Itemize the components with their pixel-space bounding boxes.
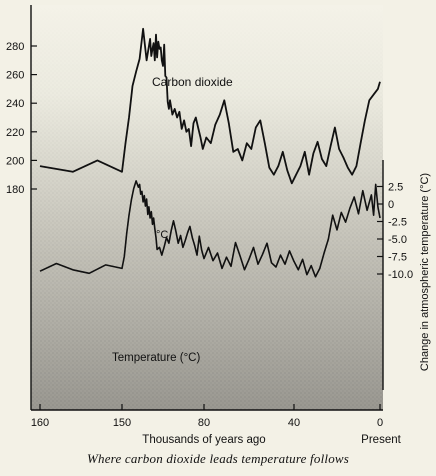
co2-line <box>39 27 381 185</box>
plot-stipple <box>31 5 383 410</box>
right-tick-label: -7.5 <box>388 252 407 264</box>
left-tick-label: 180 <box>6 184 24 196</box>
chart-caption: Where carbon dioxide leads temperature f… <box>86 451 350 466</box>
annotations: Carbon dioxide °C Temperature (°C) <box>112 75 233 364</box>
left-tick-label: 220 <box>6 127 24 139</box>
x-tick-label: 40 <box>288 417 300 429</box>
x-axis-present-label: Present <box>361 434 401 446</box>
left-tick-label: 200 <box>6 155 24 167</box>
series-lines <box>39 27 381 278</box>
right-axis-title: Change in atmospheric temperature (°C) <box>419 173 431 371</box>
degree-c-label: °C <box>156 229 168 241</box>
right-tick-label: -2.5 <box>388 217 407 229</box>
x-tick-label: 150 <box>113 417 131 429</box>
right-tick-label: -5.0 <box>388 234 407 246</box>
co2-line-label: Carbon dioxide <box>152 75 233 89</box>
right-tick-label: 0 <box>388 199 394 211</box>
x-axis-title: Thousands of years ago <box>142 434 265 446</box>
right-tick-label: -10.0 <box>388 269 413 281</box>
temperature-line-label: Temperature (°C) <box>112 352 200 364</box>
x-tick-label: 80 <box>198 417 210 429</box>
left-tick-label: 280 <box>6 41 24 53</box>
left-tick-label: 260 <box>6 70 24 82</box>
left-tick-label: 240 <box>6 98 24 110</box>
axes <box>30 5 384 411</box>
right-tick-label: 2.5 <box>388 182 403 194</box>
x-tick-label: 160 <box>31 417 49 429</box>
x-tick-label: 0 <box>377 417 383 429</box>
tick-labels: 280 260 240 220 200 180 2.5 0 -2.5 -5.0 -7.5 -10.0 1… <box>6 41 431 446</box>
temperature-line <box>39 180 381 278</box>
